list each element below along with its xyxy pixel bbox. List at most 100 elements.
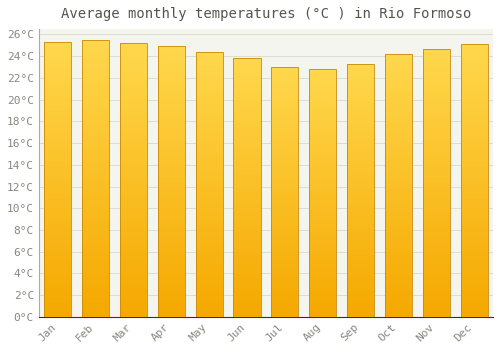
Bar — [422, 250, 450, 254]
Bar — [158, 123, 185, 127]
Bar — [385, 229, 412, 233]
Bar — [44, 152, 72, 156]
Bar — [120, 116, 147, 121]
Bar — [309, 119, 336, 123]
Bar — [309, 74, 336, 77]
Bar — [385, 124, 412, 128]
Bar — [196, 286, 223, 290]
Bar — [385, 282, 412, 286]
Bar — [196, 303, 223, 308]
Bar — [82, 58, 109, 63]
Bar — [234, 205, 260, 209]
Bar — [44, 207, 72, 211]
Bar — [460, 90, 488, 94]
Bar — [196, 246, 223, 251]
Bar — [234, 153, 260, 158]
Bar — [120, 103, 147, 107]
Bar — [271, 71, 298, 75]
Bar — [460, 185, 488, 190]
Bar — [347, 102, 374, 106]
Bar — [44, 97, 72, 101]
Bar — [385, 54, 412, 58]
Bar — [422, 303, 450, 308]
Bar — [196, 52, 223, 56]
Bar — [385, 304, 412, 308]
Bar — [347, 211, 374, 216]
Bar — [82, 72, 109, 77]
Bar — [196, 259, 223, 264]
Bar — [271, 238, 298, 242]
Bar — [82, 271, 109, 275]
Bar — [271, 180, 298, 184]
Bar — [82, 289, 109, 294]
Bar — [234, 265, 260, 270]
Bar — [158, 69, 185, 74]
Bar — [309, 234, 336, 238]
Bar — [44, 74, 72, 79]
Bar — [309, 288, 336, 292]
Bar — [158, 285, 185, 290]
Bar — [385, 299, 412, 304]
Bar — [271, 92, 298, 96]
Bar — [309, 214, 336, 218]
Bar — [271, 313, 298, 317]
Bar — [44, 266, 72, 271]
Bar — [271, 221, 298, 225]
Bar — [158, 159, 185, 163]
Bar — [460, 94, 488, 99]
Bar — [196, 313, 223, 317]
Bar — [158, 78, 185, 83]
Bar — [44, 170, 72, 175]
Bar — [234, 89, 260, 93]
Bar — [158, 83, 185, 87]
Bar — [82, 128, 109, 132]
Bar — [120, 267, 147, 271]
Bar — [44, 198, 72, 202]
Bar — [196, 74, 223, 78]
Bar — [271, 300, 298, 304]
Bar — [422, 290, 450, 294]
Bar — [271, 209, 298, 213]
Bar — [44, 79, 72, 83]
Bar — [158, 236, 185, 240]
Bar — [234, 170, 260, 175]
Bar — [44, 294, 72, 299]
Bar — [422, 102, 450, 107]
Bar — [120, 98, 147, 103]
Bar — [422, 241, 450, 245]
Bar — [196, 162, 223, 167]
Bar — [120, 84, 147, 89]
Bar — [158, 47, 185, 51]
Bar — [422, 80, 450, 84]
Bar — [460, 62, 488, 67]
Bar — [158, 74, 185, 78]
Bar — [422, 134, 450, 138]
Bar — [385, 137, 412, 142]
Bar — [422, 228, 450, 232]
Bar — [234, 183, 260, 188]
Bar — [271, 84, 298, 88]
Bar — [385, 85, 412, 89]
Bar — [82, 68, 109, 72]
Bar — [196, 127, 223, 131]
Bar — [347, 262, 374, 266]
Bar — [158, 290, 185, 294]
Bar — [234, 214, 260, 218]
Bar — [120, 271, 147, 276]
Bar — [309, 131, 336, 135]
Bar — [347, 140, 374, 144]
Bar — [120, 184, 147, 189]
Bar — [460, 312, 488, 317]
Bar — [158, 182, 185, 186]
Bar — [347, 253, 374, 258]
Bar — [422, 165, 450, 169]
Bar — [44, 56, 72, 61]
Bar — [234, 226, 260, 231]
Bar — [158, 64, 185, 69]
Bar — [422, 125, 450, 129]
Bar — [196, 206, 223, 211]
Bar — [120, 171, 147, 175]
Bar — [271, 184, 298, 188]
Bar — [460, 162, 488, 167]
Bar — [82, 100, 109, 105]
